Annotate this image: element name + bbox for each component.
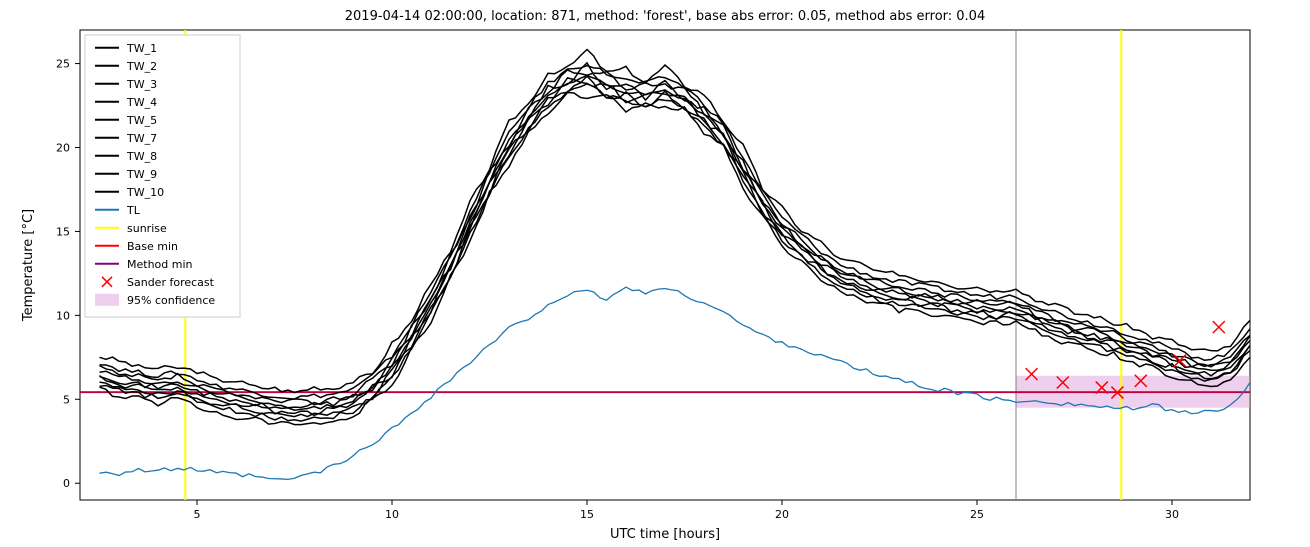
y-axis-label: Temperature [°C]: [21, 209, 36, 322]
legend-box: [85, 35, 240, 317]
legend-label: Method min: [127, 258, 193, 271]
legend-label: TW_4: [126, 96, 157, 109]
legend-label: TW_10: [126, 186, 164, 199]
chart-svg: 5 10 15 20 25 30 0 5 10 15 20 25 UTC time [hours] Tem…: [0, 0, 1310, 547]
chart-container: 5 10 15 20 25 30 0 5 10 15 20 25 UTC time [hours] Tem…: [0, 0, 1310, 547]
y-tick-label: 20: [56, 142, 70, 155]
legend-label: TW_5: [126, 114, 157, 127]
legend-label: TW_2: [126, 60, 157, 73]
chart-title: 2019-04-14 02:00:00, location: 871, meth…: [345, 9, 985, 24]
y-tick-label: 25: [56, 58, 70, 71]
x-tick-label: 25: [970, 508, 984, 521]
y-tick-label: 0: [63, 477, 70, 490]
legend-label: Base min: [127, 240, 178, 253]
y-tick-label: 10: [56, 309, 70, 322]
x-tick-label: 20: [775, 508, 789, 521]
x-axis-label: UTC time [hours]: [610, 527, 720, 542]
y-tick-label: 15: [56, 225, 70, 238]
x-tick-label: 10: [385, 508, 399, 521]
legend-label: TW_1: [126, 42, 157, 55]
legend-label: TW_8: [126, 150, 157, 163]
x-tick-label: 30: [1165, 508, 1179, 521]
legend-label: Sander forecast: [127, 276, 215, 289]
x-tick-label: 15: [580, 508, 594, 521]
legend-label: 95% confidence: [127, 294, 215, 307]
legend-label: TW_7: [126, 132, 157, 145]
legend-label: TL: [126, 204, 141, 217]
x-tick-label: 5: [194, 508, 201, 521]
y-tick-label: 5: [63, 393, 70, 406]
legend-label: TW_3: [126, 78, 157, 91]
legend-label: TW_9: [126, 168, 157, 181]
legend-label: sunrise: [127, 222, 167, 235]
